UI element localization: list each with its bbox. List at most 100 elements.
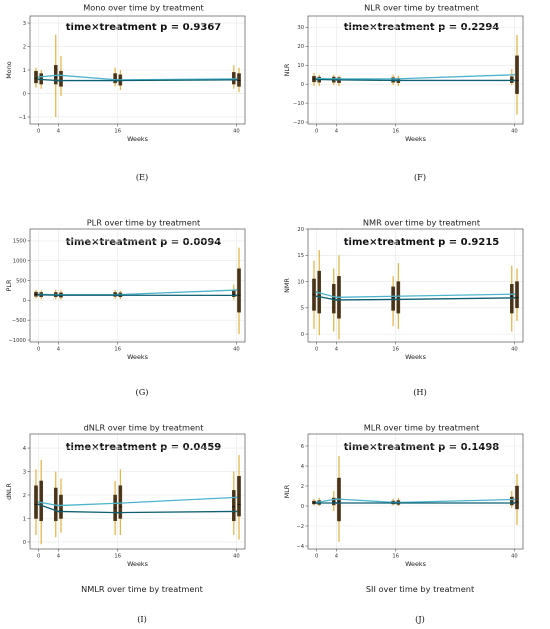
series-point	[37, 501, 40, 503]
x-tick-label: 40	[511, 129, 518, 135]
interaction-p-value: time×treatment p = 0.1498	[344, 442, 500, 453]
series-point	[116, 294, 119, 297]
interaction-p-value: time×treatment p = 0.0094	[66, 237, 222, 248]
box-iqr	[59, 494, 63, 519]
box-iqr	[59, 70, 63, 87]
series-point	[513, 293, 516, 296]
plot-frame	[307, 433, 524, 550]
box-iqr	[231, 490, 236, 522]
series-point	[235, 294, 238, 297]
chart-title: PLR over time by treatment	[87, 218, 201, 228]
series-line-1	[38, 74, 237, 81]
y-tick-label: 0	[23, 91, 26, 97]
series-point	[37, 78, 40, 81]
series-line-1	[38, 289, 237, 296]
series-point	[335, 299, 338, 301]
series-point	[513, 79, 516, 82]
y-tick-label: 4	[301, 464, 305, 470]
series-point	[235, 78, 238, 81]
y-tick-label: 0	[23, 298, 26, 304]
box-iqr	[515, 281, 519, 309]
box-iqr	[113, 73, 117, 84]
plot-frame	[307, 228, 524, 343]
x-tick-label: 4	[57, 129, 61, 135]
x-tick-label: 16	[392, 129, 399, 135]
series-point	[57, 294, 60, 297]
box-iqr	[237, 476, 241, 517]
box-iqr	[237, 268, 241, 313]
panel-label-j: (J)	[415, 614, 425, 624]
box-iqr	[39, 480, 43, 522]
y-tick-label: −500	[12, 318, 26, 324]
series-point	[37, 76, 40, 78]
panel-label-f: (F)	[414, 172, 426, 182]
x-tick-label: 40	[233, 129, 240, 135]
y-tick-label: 2	[23, 44, 26, 50]
box-iqr	[39, 73, 43, 85]
series-line-2	[38, 294, 237, 297]
x-tick-label: 4	[57, 347, 61, 353]
y-tick-label: 0	[301, 332, 304, 338]
series-point	[57, 74, 60, 77]
x-axis-label: Weeks	[405, 353, 427, 361]
box-iqr	[509, 496, 514, 506]
series-line-1	[316, 74, 515, 80]
plot-frame	[29, 433, 246, 550]
series-point	[37, 293, 40, 296]
box-iqr	[391, 286, 395, 311]
series-point	[394, 502, 397, 504]
x-tick-label: 40	[233, 347, 240, 353]
y-tick-label: 6	[301, 444, 304, 450]
caption-sii: SII over time by treatment	[366, 584, 475, 594]
x-tick-label: 40	[233, 554, 240, 560]
x-tick-label: 16	[114, 129, 121, 135]
y-tick-label: 0	[301, 504, 304, 510]
chart-panel-1: Mono over time by treatment time×treatmen…	[5, 3, 246, 143]
interaction-p-value: time×treatment p = 0.9215	[344, 237, 500, 248]
series-point	[394, 298, 397, 301]
series-point	[513, 73, 516, 76]
y-tick-label: 10	[297, 279, 304, 285]
y-tick-label: 1000	[13, 259, 26, 265]
series-point	[37, 503, 40, 506]
y-tick-label: −2	[296, 524, 304, 530]
chart-title: NMR over time by treatment	[363, 218, 481, 228]
series-point	[513, 498, 516, 501]
y-tick-label: −20	[293, 120, 304, 126]
x-tick-label: 16	[114, 347, 121, 353]
panel-label-e: (E)	[136, 172, 148, 182]
y-tick-label: −10	[293, 101, 304, 107]
box-iqr	[515, 485, 519, 510]
series-point	[335, 296, 338, 299]
y-tick-label: 1500	[13, 239, 26, 245]
chart-panel-6: MLR over time by treatment time×treatment…	[283, 423, 524, 568]
y-tick-label: 2	[301, 484, 304, 490]
series-line-1	[316, 498, 515, 504]
series-point	[116, 79, 119, 82]
series-line-2	[316, 295, 515, 301]
y-tick-label: 20	[297, 44, 304, 50]
y-tick-label: −4	[296, 544, 304, 550]
x-tick-label: 0	[315, 347, 318, 353]
chart-panel-5: dNLR over time by treatment time×treatmen…	[5, 423, 246, 568]
x-tick-label: 0	[37, 554, 40, 560]
y-tick-label: 1	[23, 516, 26, 522]
plot-frame	[29, 228, 246, 343]
y-tick-label: 3	[23, 469, 26, 475]
caption-nmlr: NMLR over time by treatment	[81, 584, 204, 594]
box-iqr	[396, 281, 401, 314]
chart-panel-4: NMR over time by treatment time×treatment…	[283, 218, 524, 361]
series-point	[335, 78, 338, 81]
y-tick-label: 0	[23, 540, 26, 546]
box-iqr	[331, 497, 336, 506]
series-point	[513, 296, 516, 299]
series-point	[315, 291, 318, 293]
x-tick-label: 0	[315, 129, 318, 135]
box-iqr	[237, 73, 241, 87]
interaction-p-value: time×treatment p = 0.0459	[66, 442, 222, 453]
series-line-2	[38, 503, 237, 514]
chart-title: Mono over time by treatment	[83, 3, 204, 13]
y-axis-label: NLR	[283, 63, 291, 76]
box-iqr	[34, 70, 38, 84]
plot-frame	[307, 15, 524, 125]
